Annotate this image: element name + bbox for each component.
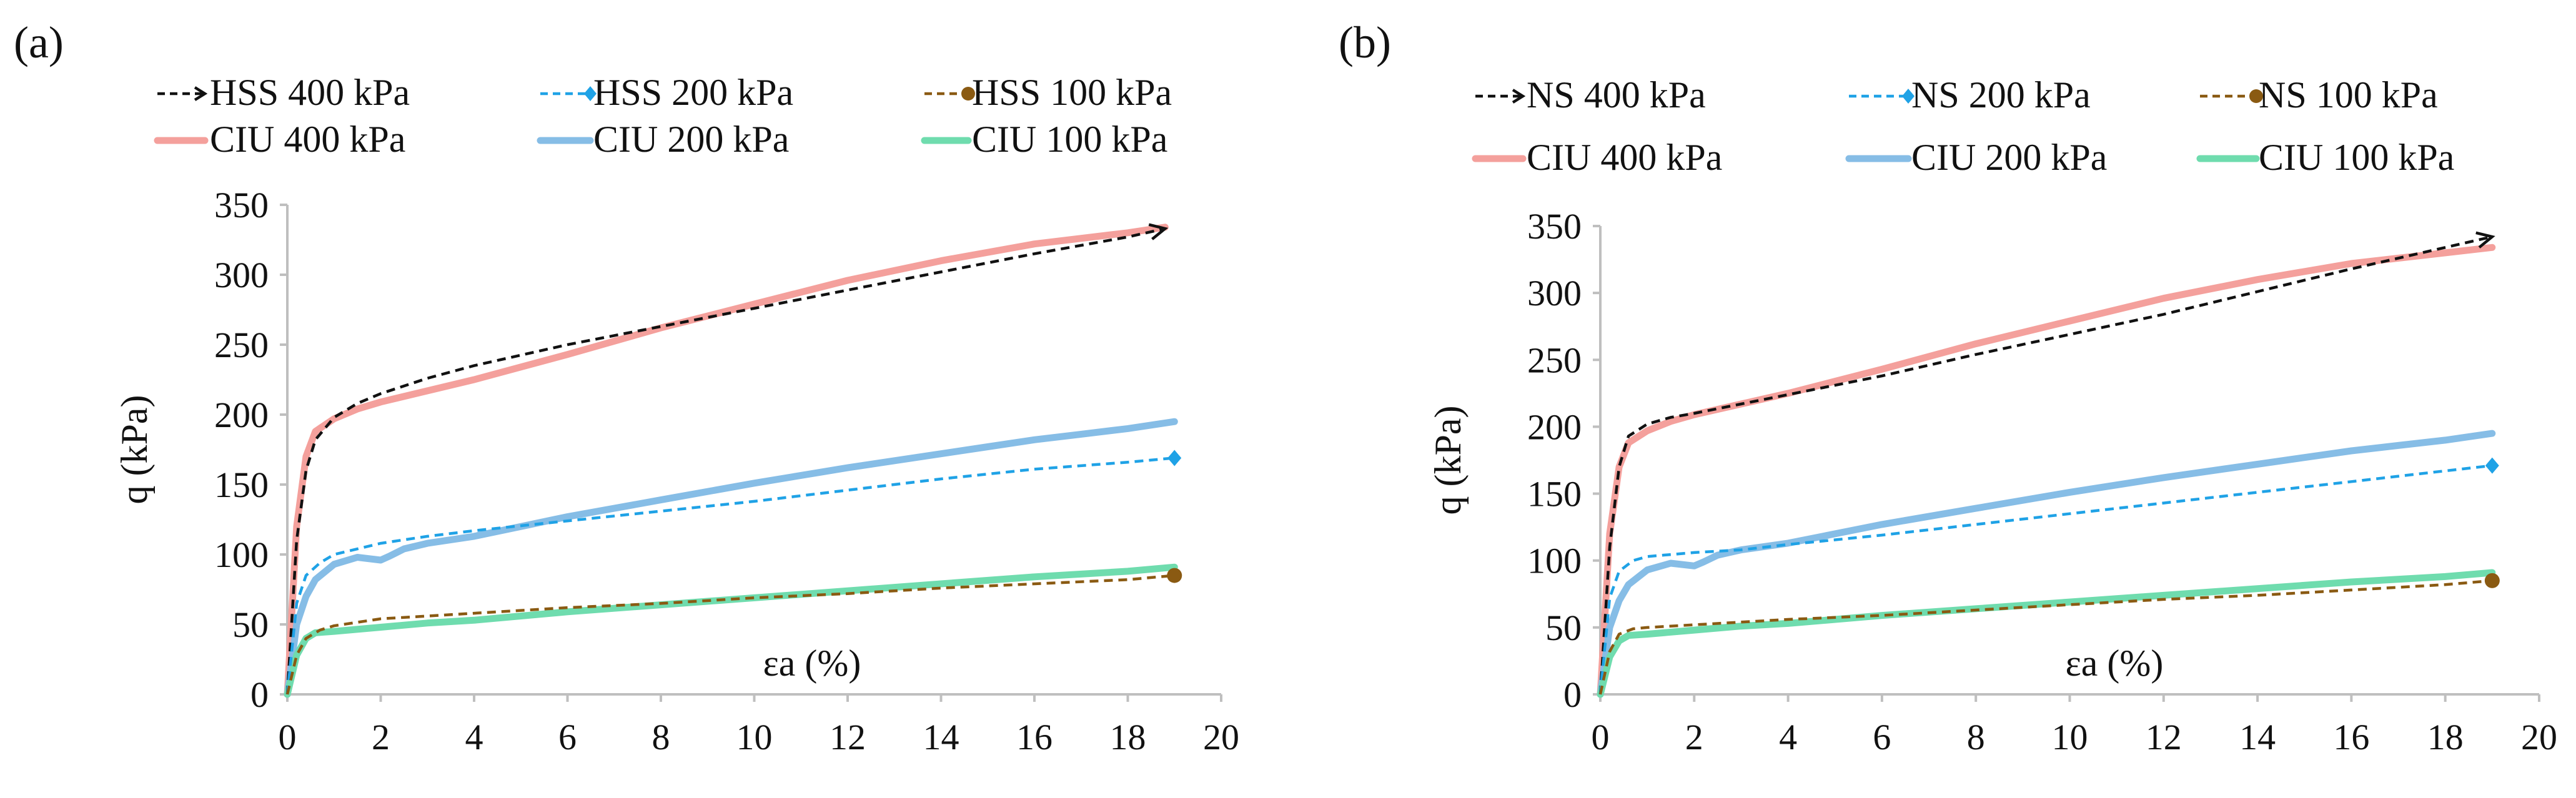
x-axis-title: εa (%) [2066, 643, 2164, 684]
panel-label: (b) [1339, 17, 1391, 67]
series-line-ciu-400-kpa [284, 224, 1169, 698]
legend-entry: HSS 100 kPa [924, 72, 1172, 113]
series-line-hss-100-kpa [285, 574, 1175, 695]
y-tick-label: 300 [214, 255, 269, 295]
y-tick-label: 0 [250, 674, 269, 715]
legend-entry: CIU 100 kPa [921, 119, 1167, 160]
legend-marker [961, 87, 975, 101]
legend-label: CIU 100 kPa [972, 119, 1167, 160]
panel-label: (a) [14, 17, 64, 67]
series-end-marker [1167, 568, 1182, 583]
x-axis-title: εa (%) [763, 643, 861, 684]
x-tick-label: 10 [2052, 717, 2088, 757]
series-line-hss-200-kpa [285, 456, 1175, 695]
series-end-marker [2485, 457, 2499, 474]
x-tick-label: 16 [2333, 717, 2369, 757]
series-line-ciu-200-kpa [1597, 430, 2496, 698]
legend-marker [1512, 89, 1526, 104]
legend-label: NS 100 kPa [2259, 74, 2438, 116]
x-tick-label: 8 [652, 717, 670, 757]
y-tick-label: 50 [1545, 608, 1582, 648]
series-line-ns-100-kpa [1598, 579, 2492, 695]
legend-marker [584, 86, 597, 101]
y-tick-label: 50 [232, 604, 269, 645]
y-tick-label: 300 [1527, 273, 1582, 313]
legend-label: NS 400 kPa [1527, 74, 1706, 116]
x-tick-label: 4 [1779, 717, 1797, 757]
x-tick-label: 20 [2521, 717, 2557, 757]
x-tick-label: 6 [1873, 717, 1891, 757]
x-tick-label: 14 [923, 717, 959, 757]
x-tick-label: 12 [830, 717, 866, 757]
legend-label: CIU 400 kPa [1527, 137, 1722, 178]
series-end-arrow [1148, 223, 1169, 240]
y-tick-label: 350 [1527, 206, 1582, 247]
y-tick-label: 150 [214, 465, 269, 505]
legend-entry: CIU 200 kPa [1845, 137, 2107, 178]
legend-marker [194, 86, 208, 101]
legend-label: HSS 100 kPa [972, 72, 1172, 113]
legend-label: CIU 200 kPa [1911, 137, 2107, 178]
y-tick-label: 200 [214, 395, 269, 435]
series-line-ciu-200-kpa [284, 418, 1178, 698]
x-tick-label: 14 [2239, 717, 2276, 757]
legend-label: HSS 400 kPa [210, 72, 410, 113]
y-tick-label: 100 [214, 534, 269, 575]
series-end-marker [2484, 573, 2500, 588]
x-tick-label: 10 [736, 717, 773, 757]
x-tick-label: 12 [2146, 717, 2182, 757]
legend-label: CIU 400 kPa [210, 119, 405, 160]
series-line-ns-400-kpa [1598, 235, 2493, 695]
x-tick-label: 2 [1685, 717, 1703, 757]
series-line-ciu-100-kpa [284, 563, 1178, 698]
x-tick-label: 18 [1110, 717, 1146, 757]
y-tick-label: 350 [214, 185, 269, 225]
y-tick-label: 200 [1527, 406, 1582, 447]
y-axis-title: q (kPa) [1427, 406, 1469, 515]
x-tick-label: 0 [1592, 717, 1610, 757]
series-line-ns-200-kpa [1598, 464, 2493, 695]
y-tick-label: 0 [1563, 674, 1582, 715]
series-line-ciu-100-kpa [1597, 569, 2496, 698]
chart-panel-a: (a) 0 50 100 150 200 250 300 350 0 2 4 6 8 10 12 14 16 18 2… [14, 17, 1239, 757]
y-tick-label: 150 [1527, 474, 1582, 515]
legend-entry: NS 100 kPa [2200, 74, 2438, 116]
legend-marker [1902, 89, 1915, 104]
x-tick-label: 4 [465, 717, 483, 757]
legend-entry: CIU 100 kPa [2196, 137, 2454, 178]
legend-entry: CIU 400 kPa [1472, 137, 1722, 178]
x-tick-label: 2 [372, 717, 390, 757]
legend-label: CIU 100 kPa [2259, 137, 2454, 178]
y-tick-label: 250 [1527, 340, 1582, 380]
x-tick-label: 18 [2427, 717, 2464, 757]
series-end-marker [1167, 450, 1182, 466]
x-tick-label: 20 [1203, 717, 1239, 757]
legend-marker [2249, 89, 2263, 103]
y-tick-label: 250 [214, 325, 269, 365]
legend-entry: HSS 200 kPa [540, 72, 793, 113]
legend-label: CIU 200 kPa [593, 119, 789, 160]
x-tick-label: 6 [558, 717, 577, 757]
x-tick-label: 8 [1967, 717, 1985, 757]
legend-label: NS 200 kPa [1911, 74, 2091, 116]
legend-label: HSS 200 kPa [593, 72, 793, 113]
legend-entry: CIU 200 kPa [537, 119, 789, 160]
chart-panel-b: (b) 0 50 100 150 200 250 300 350 0 2 4 6 8 10 12 14 16 18 2… [1339, 17, 2557, 757]
y-tick-label: 100 [1527, 541, 1582, 581]
series-line-ciu-400-kpa [1597, 244, 2496, 698]
series-line-hss-400-kpa [285, 227, 1166, 695]
x-tick-label: 0 [279, 717, 297, 757]
x-tick-label: 16 [1016, 717, 1053, 757]
legend-entry: HSS 400 kPa [157, 72, 410, 113]
series-end-arrow [2475, 231, 2495, 249]
legend-entry: NS 200 kPa [1849, 74, 2091, 116]
legend-entry: NS 400 kPa [1475, 74, 1706, 116]
y-axis-title: q (kPa) [114, 395, 155, 505]
legend-entry: CIU 400 kPa [154, 119, 405, 160]
